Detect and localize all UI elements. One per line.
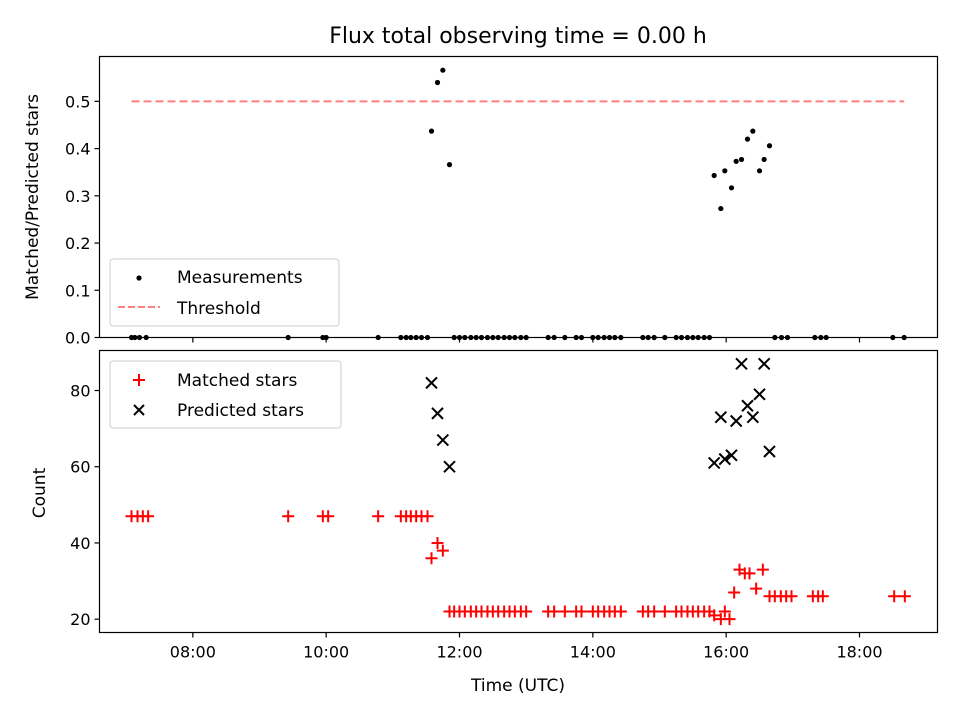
measurement-point (711, 172, 717, 179)
measurement-point (440, 67, 446, 73)
matched-star-point (322, 510, 335, 523)
matched-star-point (723, 613, 736, 626)
top-legend-box (109, 258, 340, 327)
legend-measurements-marker (136, 275, 142, 281)
matched-star-point (575, 605, 588, 618)
measurement-point (756, 168, 763, 174)
measurement-point (744, 136, 751, 142)
bottom-legend: Matched stars Predicted stars (109, 360, 342, 429)
bottom-axes: Count Time (UTC) 20 40 60 80 08:00 10:00 12:00… (30, 349, 939, 696)
chart-title: Flux total observing time = 0.00 h (329, 24, 707, 49)
matched-star-point (658, 605, 671, 618)
measurement-point (750, 128, 756, 134)
x-tick-label: 14:00 (570, 643, 616, 662)
matched-star-point (431, 536, 444, 549)
matched-star-point (888, 590, 901, 603)
bottom-y-tick-label: 40 (70, 534, 90, 553)
predicted-star-point (707, 456, 721, 470)
x-tick-label: 16:00 (703, 643, 749, 662)
matched-star-point (142, 510, 155, 523)
matched-star-point (816, 590, 829, 603)
top-y-tick-label: 0.3 (65, 187, 90, 206)
bottom-legend-box (109, 360, 342, 429)
predicted-star-point (735, 357, 748, 371)
predicted-star-point (714, 410, 728, 424)
predicted-star-point (741, 399, 754, 412)
bottom-y-axis-label: Count (30, 467, 50, 518)
top-y-tick-label: 0.0 (65, 329, 90, 348)
predicted-star-point (763, 445, 776, 458)
matched-star-point (520, 605, 533, 618)
predicted-star-point (431, 407, 444, 420)
predicted-star-point (753, 388, 766, 401)
measurement-point (761, 156, 767, 163)
top-plot-area: 0.0 0.1 0.2 0.3 0.4 0.5 (65, 67, 907, 348)
top-y-tick-label: 0.1 (65, 281, 90, 300)
top-axes-frame (98, 55, 939, 339)
legend-predicted-marker (133, 404, 145, 416)
top-y-axis-label: Matched/Predicted stars (23, 94, 43, 300)
top-legend: Measurements Threshold (109, 258, 340, 327)
bottom-plot-area: 20 40 60 80 08:00 10:00 12:00 14:00 16:00 18:00 (70, 357, 911, 662)
x-tick-label: 10:00 (303, 643, 349, 662)
measurement-point (434, 79, 441, 86)
matched-star-point (372, 510, 385, 523)
x-tick-label: 12:00 (436, 643, 482, 662)
x-tick-label: 18:00 (836, 643, 882, 662)
x-axis-label: Time (UTC) (470, 676, 565, 696)
matched-star-point (614, 605, 627, 618)
predicted-star-point (425, 376, 438, 390)
top-y-tick-label: 0.2 (65, 234, 90, 253)
matched-star-point (648, 605, 661, 618)
measurement-point (718, 205, 724, 212)
legend-measurements-label: Measurements (177, 268, 303, 288)
bottom-y-tick-label: 80 (70, 382, 90, 401)
measurement-point (428, 128, 435, 134)
matched-star-point (708, 609, 721, 622)
predicted-star-point (725, 449, 738, 462)
matched-star-point (756, 563, 769, 576)
legend-predicted-label: Predicted stars (177, 401, 304, 421)
measurement-point (728, 185, 735, 191)
matched-star-point (750, 582, 763, 595)
top-y-tick-label: 0.5 (65, 92, 90, 111)
matched-star-point (436, 544, 449, 557)
matched-star-point (728, 586, 741, 599)
measurement-point (446, 162, 453, 168)
bottom-axes-frame (98, 349, 939, 634)
legend-matched-marker (133, 374, 145, 386)
top-axes: Matched/Predicted stars 0.00.10.20.30.40… (23, 55, 939, 348)
predicted-star-point (718, 452, 732, 466)
legend-matched-label: Matched stars (177, 371, 297, 391)
predicted-star-point (757, 357, 771, 371)
predicted-star-point (436, 433, 450, 447)
bottom-y-tick-label: 60 (70, 458, 90, 477)
legend-threshold-label: Threshold (176, 299, 261, 319)
predicted-star-point (746, 410, 760, 424)
matched-star-point (898, 590, 911, 603)
matched-star-point (282, 510, 295, 523)
predicted-star-point (443, 460, 456, 473)
bottom-y-tick-label: 20 (70, 610, 90, 629)
measurement-point (766, 143, 773, 149)
matched-star-point (425, 552, 438, 565)
matched-star-point (785, 590, 798, 603)
matched-star-point (558, 605, 571, 618)
x-tick-label: 08:00 (170, 643, 216, 662)
measurement-point (738, 156, 745, 163)
measurement-point (722, 168, 728, 174)
matched-star-point (421, 510, 434, 523)
matched-star-point (743, 567, 756, 580)
matched-star-point (548, 605, 561, 618)
matched-star-point (718, 605, 731, 618)
top-y-tick-label: 0.4 (65, 140, 90, 159)
predicted-star-point (729, 414, 743, 428)
measurement-point (733, 158, 739, 164)
